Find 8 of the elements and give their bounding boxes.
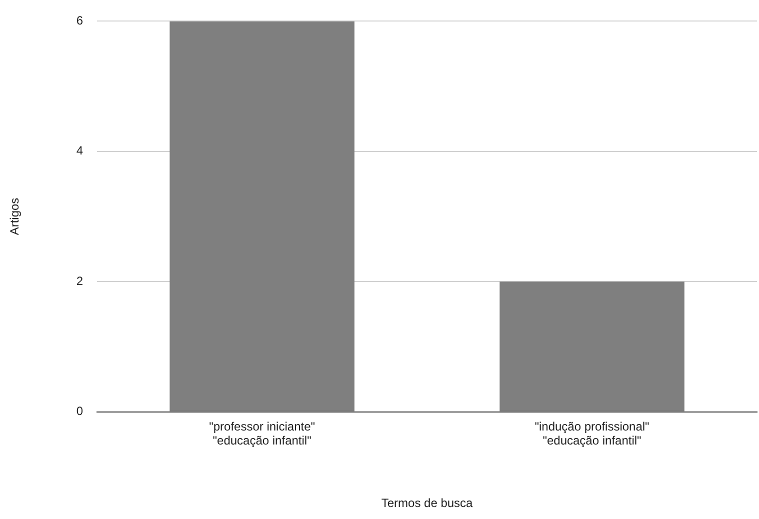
x-axis-title: Termos de busca [381, 496, 474, 510]
y-axis-title: Artigos [8, 198, 22, 236]
y-tick-label: 0 [76, 404, 84, 418]
x-tick-label: "professor iniciante" "educação infantil" [209, 419, 316, 448]
y-tick-label: 4 [76, 144, 84, 158]
y-tick-label: 2 [76, 274, 84, 288]
y-tick-label: 6 [76, 14, 84, 28]
x-tick-label: "indução profissional" "educação infantil" [534, 419, 650, 448]
